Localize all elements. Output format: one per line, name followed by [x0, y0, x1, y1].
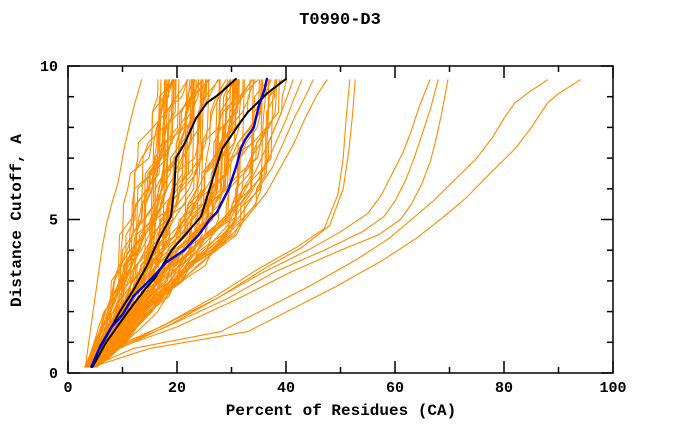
outlier-curve-outlier-43 — [88, 79, 303, 368]
chart-title: T0990-D3 — [299, 11, 381, 30]
x-tick-label: 40 — [277, 380, 295, 397]
ensemble-curve — [85, 79, 175, 368]
x-tick-label: 20 — [168, 380, 186, 397]
x-tick-label: 80 — [495, 380, 513, 397]
ensemble-curve — [94, 79, 278, 368]
outlier-curve-outlier-45 — [89, 79, 314, 368]
ensemble-curve — [83, 79, 168, 368]
ensemble-curve — [92, 79, 251, 368]
x-tick-label: 100 — [599, 380, 626, 397]
x-tick-label: 0 — [63, 380, 72, 397]
ensemble-curve — [87, 79, 175, 368]
outlier-curve-outlier-47 — [89, 79, 328, 368]
ensemble-curve — [93, 79, 235, 368]
ensemble-curve — [84, 79, 167, 368]
y-tick-label: 5 — [49, 213, 58, 230]
ensemble-curve — [85, 79, 171, 368]
y-tick-label: 0 — [49, 366, 58, 383]
outlier-curve-outlier-68 — [89, 79, 439, 368]
y-tick-label: 10 — [40, 59, 58, 76]
x-tick-label: 60 — [386, 380, 404, 397]
outlier-curve-left-outlier — [84, 79, 143, 368]
outlier-curve-outlier-66 — [89, 79, 431, 368]
ensemble-curve — [93, 79, 256, 368]
ensemble-curve — [87, 79, 192, 368]
outlier-curve-outlier-70 — [90, 79, 449, 368]
reference-curve-2 — [91, 77, 287, 368]
ensemble-curve — [89, 79, 204, 368]
ensemble-curve — [85, 79, 175, 368]
outlier-curve-outlier-94 — [91, 79, 581, 368]
outlier-curve-outlier-88 — [90, 79, 549, 368]
ensemble-curve — [94, 79, 282, 368]
outlier-curve-outlier-41 — [88, 79, 294, 368]
ensemble-curve — [84, 79, 175, 368]
selected-model-curve — [90, 77, 269, 369]
x-axis-label: Percent of Residues (CA) — [225, 402, 457, 420]
